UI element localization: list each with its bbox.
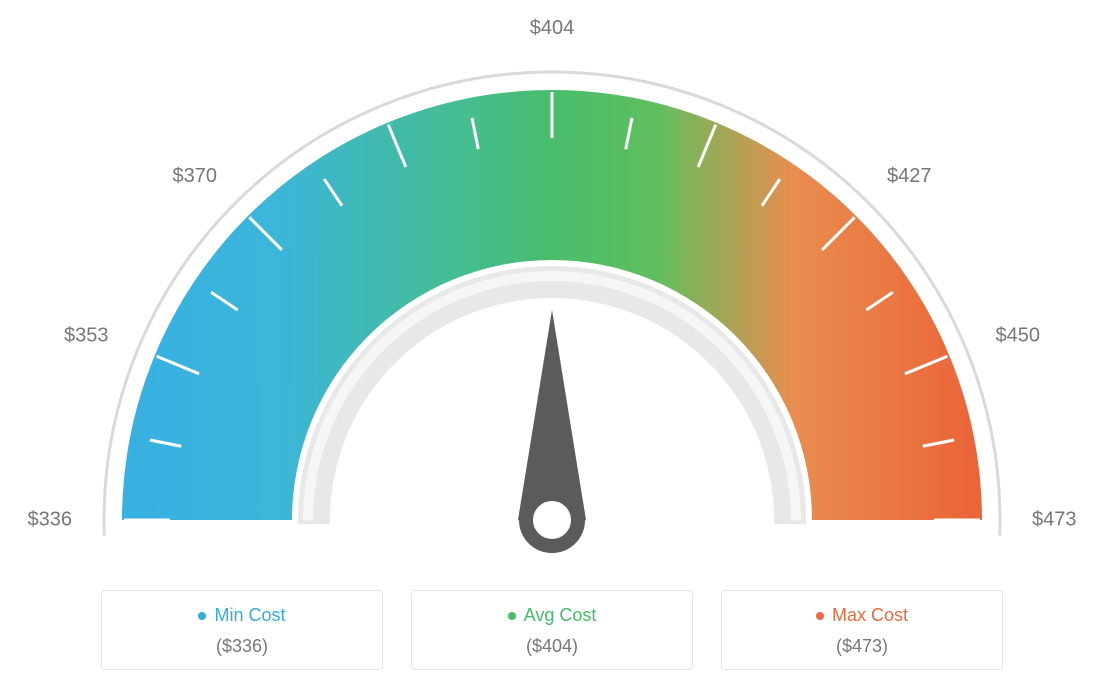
legend-min-dot bbox=[198, 612, 206, 620]
legend-min-box: Min Cost ($336) bbox=[101, 590, 383, 670]
scale-label: $450 bbox=[995, 325, 1040, 348]
legend-avg-dot bbox=[508, 612, 516, 620]
legend-row: Min Cost ($336) Avg Cost ($404) Max Cost… bbox=[0, 590, 1104, 670]
legend-min-value: ($336) bbox=[102, 636, 382, 657]
scale-label: $336 bbox=[28, 509, 73, 532]
cost-gauge-chart: $336 $353 $370 $404 $427 $450 $473 Min Cost ($… bbox=[0, 0, 1104, 690]
scale-label: $427 bbox=[887, 164, 932, 187]
legend-max-label: Max Cost bbox=[832, 605, 908, 626]
legend-avg-value: ($404) bbox=[412, 636, 692, 657]
legend-avg-title: Avg Cost bbox=[508, 605, 597, 626]
scale-label: $353 bbox=[64, 325, 109, 348]
legend-min-label: Min Cost bbox=[214, 605, 285, 626]
legend-max-value: ($473) bbox=[722, 636, 1002, 657]
scale-label: $473 bbox=[1032, 509, 1077, 532]
legend-max-box: Max Cost ($473) bbox=[721, 590, 1003, 670]
scale-label: $370 bbox=[173, 164, 218, 187]
gauge-svg bbox=[0, 0, 1104, 560]
legend-max-title: Max Cost bbox=[816, 605, 908, 626]
legend-max-dot bbox=[816, 612, 824, 620]
legend-avg-label: Avg Cost bbox=[524, 605, 597, 626]
needle-hub bbox=[526, 494, 578, 546]
legend-avg-box: Avg Cost ($404) bbox=[411, 590, 693, 670]
gauge-area: $336 $353 $370 $404 $427 $450 $473 bbox=[0, 0, 1104, 560]
legend-min-title: Min Cost bbox=[198, 605, 285, 626]
scale-label: $404 bbox=[530, 17, 575, 40]
